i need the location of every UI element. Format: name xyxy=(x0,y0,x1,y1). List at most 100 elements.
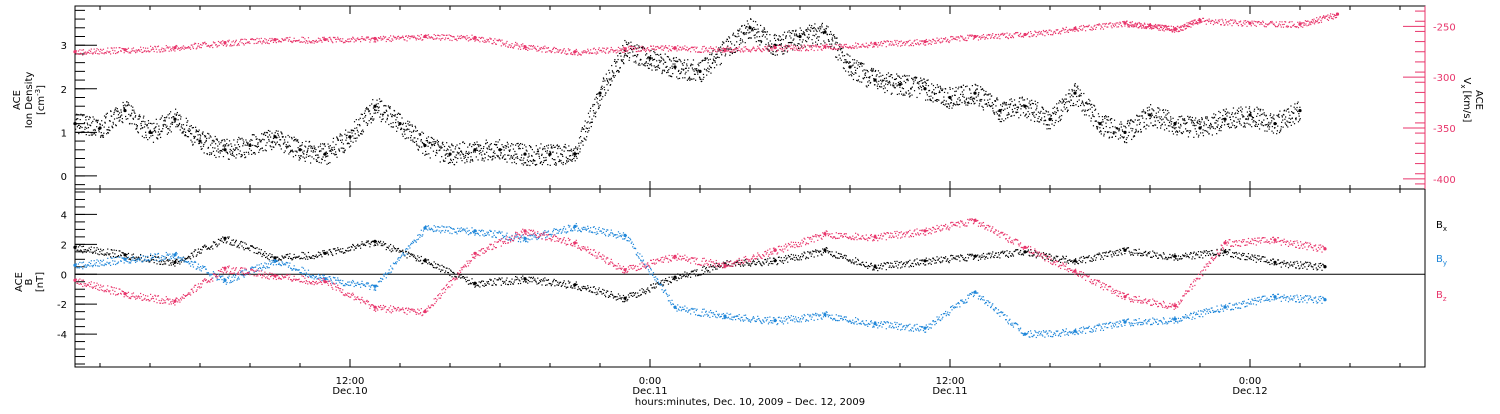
data-dot xyxy=(1268,122,1269,123)
data-dot xyxy=(689,48,690,49)
data-dot xyxy=(1053,113,1054,114)
data-dot xyxy=(804,32,805,33)
data-dot xyxy=(482,150,483,151)
data-dot xyxy=(1231,122,1232,123)
data-dot xyxy=(361,36,362,37)
data-dot xyxy=(1270,115,1271,116)
data-dot xyxy=(390,106,391,107)
data-dot xyxy=(1135,129,1136,130)
data-dot xyxy=(189,131,190,132)
data-dot xyxy=(588,121,589,122)
data-dot xyxy=(94,51,95,52)
data-dot xyxy=(557,144,558,145)
data-dot xyxy=(523,158,524,159)
data-dot xyxy=(459,143,460,144)
data-dot xyxy=(429,142,430,143)
data-dot xyxy=(751,30,752,31)
data-dot xyxy=(594,99,595,100)
data-dot xyxy=(520,160,521,161)
data-dot xyxy=(1124,142,1125,143)
data-dot xyxy=(392,114,393,115)
data-dot xyxy=(721,48,722,49)
data-dot xyxy=(681,71,682,72)
data-dot xyxy=(140,47,141,48)
data-dot xyxy=(289,37,290,38)
data-dot xyxy=(867,70,868,71)
data-dot xyxy=(1234,121,1235,122)
data-dot xyxy=(142,52,143,53)
data-dot xyxy=(640,59,641,60)
data-dot xyxy=(354,121,355,122)
data-dot xyxy=(1033,103,1034,104)
data-dot xyxy=(286,147,287,148)
data-dot xyxy=(681,69,682,70)
data-dot xyxy=(101,135,102,136)
data-dot xyxy=(1238,119,1239,120)
data-dot xyxy=(505,45,506,46)
data-dot xyxy=(1198,136,1199,137)
data-dot xyxy=(963,89,964,90)
data-dot xyxy=(153,123,154,124)
data-dot xyxy=(731,51,732,52)
data-dot xyxy=(550,165,551,166)
data-dot xyxy=(1258,124,1259,125)
data-point xyxy=(598,92,601,95)
data-dot xyxy=(899,87,900,88)
data-dot xyxy=(172,122,173,123)
data-dot xyxy=(523,48,524,49)
data-dot xyxy=(354,128,355,129)
data-dot xyxy=(1264,114,1265,115)
data-dot xyxy=(1129,132,1130,133)
data-dot xyxy=(1140,129,1141,130)
data-dot xyxy=(301,144,302,145)
data-dot xyxy=(315,155,316,156)
data-dot xyxy=(411,132,412,133)
data-dot xyxy=(143,47,144,48)
data-dot xyxy=(988,102,989,103)
data-dot xyxy=(702,46,703,47)
data-dot xyxy=(288,135,289,136)
data-dot xyxy=(749,49,750,50)
data-dot xyxy=(716,54,717,55)
data-dot xyxy=(414,137,415,138)
data-dot xyxy=(1257,113,1258,114)
data-dot xyxy=(942,90,943,91)
data-dot xyxy=(617,55,618,56)
data-dot xyxy=(163,120,164,121)
data-dot xyxy=(678,78,679,79)
data-dot xyxy=(901,84,902,85)
data-dot xyxy=(1067,111,1068,112)
data-dot xyxy=(1219,128,1220,129)
data-dot xyxy=(1021,106,1022,107)
data-dot xyxy=(121,114,122,115)
data-dot xyxy=(648,56,649,57)
data-dot xyxy=(869,76,870,77)
data-dot xyxy=(971,36,972,37)
data-dot xyxy=(839,46,840,47)
data-dot xyxy=(518,48,519,49)
data-dot xyxy=(654,65,655,66)
data-dot xyxy=(104,53,105,54)
data-dot xyxy=(403,123,404,124)
data-dot xyxy=(160,137,161,138)
data-dot xyxy=(655,46,656,47)
data-dot xyxy=(765,36,766,37)
data-dot xyxy=(124,52,125,53)
data-dot xyxy=(715,51,716,52)
data-dot xyxy=(825,30,826,31)
data-dot xyxy=(1297,103,1298,104)
data-dot xyxy=(1131,119,1132,120)
data-dot xyxy=(918,83,919,84)
data-dot xyxy=(229,151,230,152)
data-dot xyxy=(613,72,614,73)
data-dot xyxy=(981,37,982,38)
data-dot xyxy=(456,144,457,145)
data-dot xyxy=(206,138,207,139)
data-dot xyxy=(268,139,269,140)
data-dot xyxy=(1178,123,1179,124)
data-dot xyxy=(1070,105,1071,106)
data-dot xyxy=(588,130,589,131)
data-dot xyxy=(239,41,240,42)
data-dot xyxy=(463,141,464,142)
data-dot xyxy=(1296,117,1297,118)
